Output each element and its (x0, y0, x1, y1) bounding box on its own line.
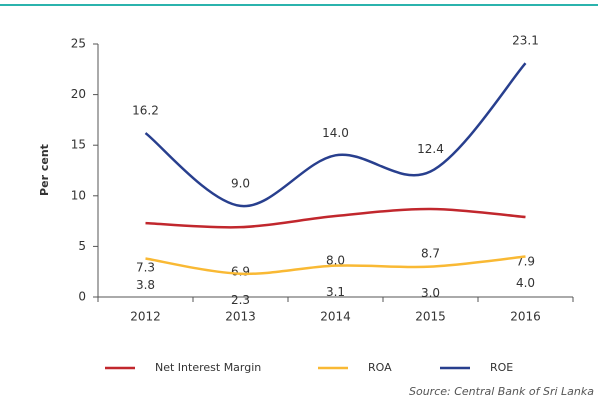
data-label: 8.7 (421, 246, 440, 260)
data-label: 9.0 (231, 176, 250, 190)
data-label: 3.1 (326, 285, 345, 299)
y-tick-label: 20 (71, 87, 86, 101)
data-label: 16.2 (132, 104, 159, 118)
legend-label: ROA (368, 361, 392, 374)
x-tick-label: 2015 (415, 310, 446, 324)
y-tick-label: 10 (71, 188, 86, 202)
x-tick-label: 2014 (320, 310, 351, 324)
y-tick-label: 15 (71, 138, 86, 152)
x-tick-label: 2012 (130, 310, 161, 324)
data-label: 8.0 (326, 254, 345, 268)
y-tick-label: 5 (78, 239, 86, 253)
x-tick-label: 2016 (510, 310, 541, 324)
y-axis-label: Per cent (38, 144, 51, 196)
line-series (145, 255, 526, 276)
data-label: 12.4 (417, 142, 444, 156)
line-series (145, 207, 526, 229)
line-series (144, 62, 527, 208)
legend-label: ROE (490, 361, 513, 374)
y-tick-label: 25 (71, 37, 86, 51)
y-tick-label: 0 (78, 290, 86, 304)
data-label: 4.0 (516, 276, 535, 290)
x-tick-label: 2013 (225, 310, 256, 324)
data-label: 2.3 (231, 293, 250, 307)
data-label: 6.9 (231, 265, 250, 279)
data-label: 14.0 (322, 126, 349, 140)
data-label: 3.0 (421, 286, 440, 300)
source-note: Source: Central Bank of Sri Lanka (409, 385, 594, 398)
data-label: 23.1 (512, 34, 539, 48)
legend-label: Net Interest Margin (155, 361, 261, 374)
data-label: 7.3 (136, 261, 155, 275)
data-label: 3.8 (136, 278, 155, 292)
